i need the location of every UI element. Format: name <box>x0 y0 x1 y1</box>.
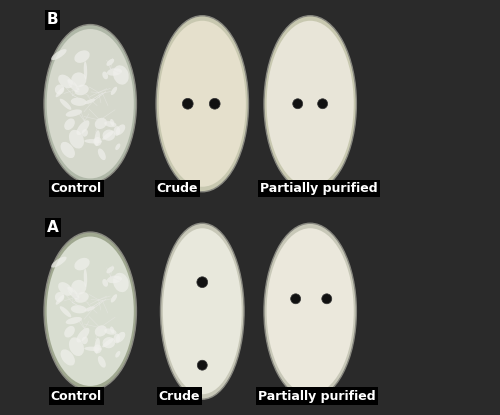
Text: Partially purified: Partially purified <box>260 182 378 195</box>
Ellipse shape <box>84 269 87 287</box>
Ellipse shape <box>51 256 66 268</box>
Ellipse shape <box>115 351 120 358</box>
Ellipse shape <box>55 292 64 302</box>
Ellipse shape <box>198 360 207 370</box>
Ellipse shape <box>68 287 80 300</box>
Ellipse shape <box>44 24 136 183</box>
Ellipse shape <box>58 282 72 296</box>
Ellipse shape <box>46 29 134 178</box>
Ellipse shape <box>107 68 122 76</box>
Ellipse shape <box>84 139 102 144</box>
Ellipse shape <box>55 85 64 95</box>
Ellipse shape <box>66 110 82 117</box>
Ellipse shape <box>290 294 300 304</box>
Ellipse shape <box>264 16 356 192</box>
Ellipse shape <box>71 72 86 87</box>
Ellipse shape <box>60 99 72 110</box>
Text: Partially purified: Partially purified <box>258 390 376 403</box>
Ellipse shape <box>160 223 244 399</box>
Ellipse shape <box>116 332 126 342</box>
Ellipse shape <box>110 119 114 126</box>
Text: A: A <box>46 220 58 235</box>
Ellipse shape <box>116 124 126 135</box>
Ellipse shape <box>74 258 90 271</box>
Ellipse shape <box>84 306 95 311</box>
Ellipse shape <box>182 98 193 109</box>
Ellipse shape <box>71 280 86 295</box>
Text: Control: Control <box>51 182 102 195</box>
Ellipse shape <box>266 21 354 187</box>
Ellipse shape <box>56 295 64 305</box>
Ellipse shape <box>102 337 115 348</box>
Ellipse shape <box>64 118 75 130</box>
Ellipse shape <box>104 329 117 335</box>
Ellipse shape <box>84 61 87 80</box>
Ellipse shape <box>102 131 114 140</box>
Ellipse shape <box>74 85 89 95</box>
Ellipse shape <box>111 294 117 303</box>
Ellipse shape <box>82 129 88 137</box>
Ellipse shape <box>84 347 102 351</box>
Ellipse shape <box>110 327 114 334</box>
Ellipse shape <box>113 273 129 292</box>
Ellipse shape <box>292 99 302 109</box>
Ellipse shape <box>163 228 242 394</box>
Ellipse shape <box>114 334 120 343</box>
Ellipse shape <box>68 79 80 93</box>
Ellipse shape <box>71 98 86 106</box>
Ellipse shape <box>71 305 86 313</box>
Ellipse shape <box>74 292 89 303</box>
Ellipse shape <box>94 344 102 354</box>
Ellipse shape <box>102 71 108 79</box>
Ellipse shape <box>94 338 100 354</box>
Ellipse shape <box>94 137 102 146</box>
Ellipse shape <box>84 99 95 104</box>
Ellipse shape <box>60 306 72 317</box>
Text: Crude: Crude <box>158 390 200 403</box>
Ellipse shape <box>106 59 114 66</box>
Ellipse shape <box>197 277 207 288</box>
Ellipse shape <box>318 99 328 109</box>
Ellipse shape <box>95 118 107 129</box>
Ellipse shape <box>46 237 134 386</box>
Ellipse shape <box>113 65 129 85</box>
Ellipse shape <box>111 87 117 95</box>
Ellipse shape <box>102 338 114 347</box>
Ellipse shape <box>66 317 82 324</box>
Ellipse shape <box>102 129 115 141</box>
Ellipse shape <box>210 98 220 109</box>
Ellipse shape <box>322 294 332 304</box>
Ellipse shape <box>266 228 354 394</box>
Text: Crude: Crude <box>156 182 198 195</box>
Ellipse shape <box>94 130 100 146</box>
Ellipse shape <box>115 144 120 150</box>
Ellipse shape <box>158 21 246 187</box>
Ellipse shape <box>76 328 90 342</box>
Ellipse shape <box>98 149 106 160</box>
Ellipse shape <box>104 121 117 127</box>
Text: B: B <box>46 12 58 27</box>
Ellipse shape <box>107 276 122 283</box>
Ellipse shape <box>64 326 75 337</box>
Ellipse shape <box>156 16 248 192</box>
Ellipse shape <box>60 142 75 158</box>
Ellipse shape <box>69 130 84 149</box>
Ellipse shape <box>58 75 72 88</box>
Ellipse shape <box>56 87 64 97</box>
Text: Control: Control <box>51 390 102 403</box>
Ellipse shape <box>82 337 88 344</box>
Ellipse shape <box>95 325 107 337</box>
Ellipse shape <box>60 349 75 366</box>
Ellipse shape <box>44 232 136 391</box>
Ellipse shape <box>114 126 120 136</box>
Ellipse shape <box>51 49 66 60</box>
Ellipse shape <box>106 266 114 273</box>
Ellipse shape <box>76 120 90 135</box>
Ellipse shape <box>74 50 90 63</box>
Ellipse shape <box>264 223 356 399</box>
Ellipse shape <box>102 279 108 287</box>
Ellipse shape <box>69 337 84 356</box>
Ellipse shape <box>98 356 106 368</box>
